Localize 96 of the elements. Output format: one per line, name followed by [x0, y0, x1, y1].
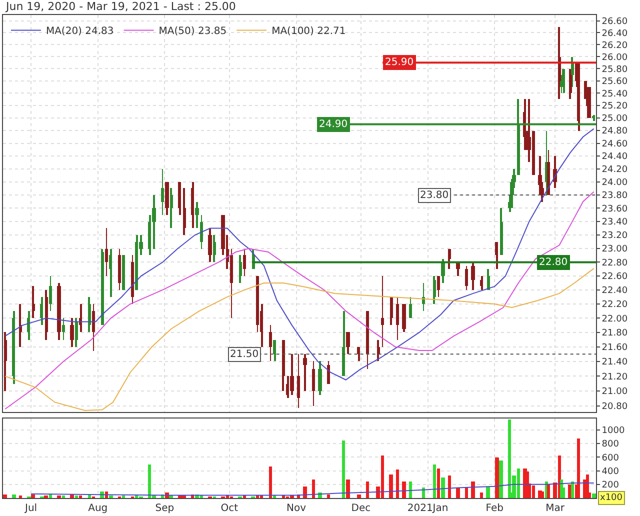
ref-line-label: 24.90	[319, 119, 348, 130]
bar	[79, 495, 82, 498]
bar	[437, 468, 440, 498]
bar	[269, 466, 272, 498]
bar	[57, 495, 61, 498]
y-tick-label: 24.20	[602, 165, 628, 176]
y-tick-label: 22.00	[602, 314, 628, 324]
line-series	[4, 191, 594, 410]
bar	[303, 486, 307, 498]
y-tick-label: 21.60	[602, 343, 628, 354]
ref-line-label: 23.80	[420, 190, 449, 201]
bar	[31, 494, 35, 498]
bar	[402, 481, 406, 498]
bar	[312, 479, 315, 498]
bar	[486, 486, 490, 498]
y-tick-label: 22.20	[602, 300, 628, 310]
y-tick-label: 21.80	[602, 328, 628, 339]
bar	[592, 493, 596, 498]
bar	[409, 481, 412, 498]
y-tick-label: 25.40	[602, 89, 628, 100]
y-tick-label: 25.20	[602, 102, 628, 112]
bar	[465, 487, 468, 498]
y-tick-label: 200	[602, 480, 620, 491]
y-tick-label: 21.00	[602, 387, 628, 398]
ref-line-label: 22.80	[539, 257, 568, 268]
y-tick-label: 25.80	[602, 64, 628, 75]
bar	[122, 495, 125, 498]
y-tick-label: 26.60	[602, 17, 628, 28]
y-tick-label: 26.00	[602, 52, 628, 63]
bar	[547, 484, 550, 498]
x-tick-label: 2021Jan	[407, 503, 448, 514]
y-tick-label: 600	[602, 453, 620, 464]
bar	[577, 438, 580, 498]
bar	[389, 474, 393, 498]
y-tick-label: 23.60	[602, 204, 628, 214]
y-tick-label: 20.80	[602, 402, 628, 412]
bar	[499, 460, 503, 498]
bar	[12, 494, 16, 498]
y-tick-label: 22.80	[602, 258, 628, 268]
bar	[357, 494, 361, 498]
bar	[448, 475, 451, 498]
bar	[396, 469, 399, 498]
y-tick-label: 21.20	[602, 372, 628, 382]
y-tick-label: 26.20	[602, 40, 628, 51]
bar	[3, 494, 7, 498]
bar	[49, 494, 52, 498]
bar	[456, 487, 460, 498]
bar	[342, 440, 345, 498]
y-tick-label: 23.80	[602, 191, 628, 202]
x-tick-label: Dec	[351, 503, 371, 514]
bar	[495, 457, 499, 498]
bar	[433, 464, 436, 498]
y-axis-title: x100	[600, 493, 623, 503]
ref-line-label: 21.50	[230, 349, 259, 360]
bar	[19, 495, 22, 498]
y-tick-label: 23.40	[602, 218, 628, 228]
y-tick-label: 1000	[602, 426, 625, 436]
legend-label: MA(20) 24.83	[46, 26, 114, 38]
bar	[62, 495, 65, 498]
bar	[366, 481, 369, 498]
bar	[441, 477, 445, 498]
x-tick-label: Feb	[486, 503, 504, 514]
x-tick-label: Sep	[155, 503, 174, 514]
chart-title: Jun 19, 2020 - Mar 19, 2021 - Last : 25.00	[5, 0, 236, 13]
y-tick-label: 400	[602, 466, 620, 477]
bar	[471, 481, 475, 498]
y-tick-label: 23.00	[602, 244, 628, 255]
y-tick-label: 24.60	[602, 139, 628, 150]
line-series	[30, 482, 594, 496]
y-tick-label: 25.60	[602, 77, 628, 88]
y-tick-label: 23.20	[602, 231, 628, 242]
x-tick-label: Mar	[546, 503, 566, 514]
y-tick-label: 22.40	[602, 286, 628, 296]
y-tick-label: 800	[602, 440, 620, 450]
x-tick-label: Jul	[24, 503, 38, 514]
bar	[75, 495, 78, 498]
bar	[327, 494, 330, 498]
legend-label: MA(100) 22.71	[272, 26, 346, 38]
bar	[571, 481, 574, 498]
y-tick-label: 24.40	[602, 152, 628, 162]
bar	[44, 495, 48, 498]
x-tick-label: Aug	[88, 503, 108, 514]
x-tick-label: Oct	[220, 503, 238, 514]
y-tick-label: 25.00	[602, 114, 628, 124]
legend-label: MA(50) 23.85	[158, 26, 227, 38]
bar	[480, 492, 483, 498]
y-tick-label: 24.80	[602, 126, 628, 137]
bar	[109, 495, 113, 498]
bar	[346, 479, 350, 498]
ref-line-label: 25.90	[385, 57, 414, 68]
line-series	[4, 268, 594, 412]
y-tick-label: 21.40	[602, 358, 628, 368]
y-tick-label: 22.60	[602, 272, 628, 282]
x-tick-label: Nov	[286, 503, 306, 514]
y-tick-label: 24.00	[602, 178, 628, 188]
y-tick-label: 26.40	[602, 28, 628, 39]
